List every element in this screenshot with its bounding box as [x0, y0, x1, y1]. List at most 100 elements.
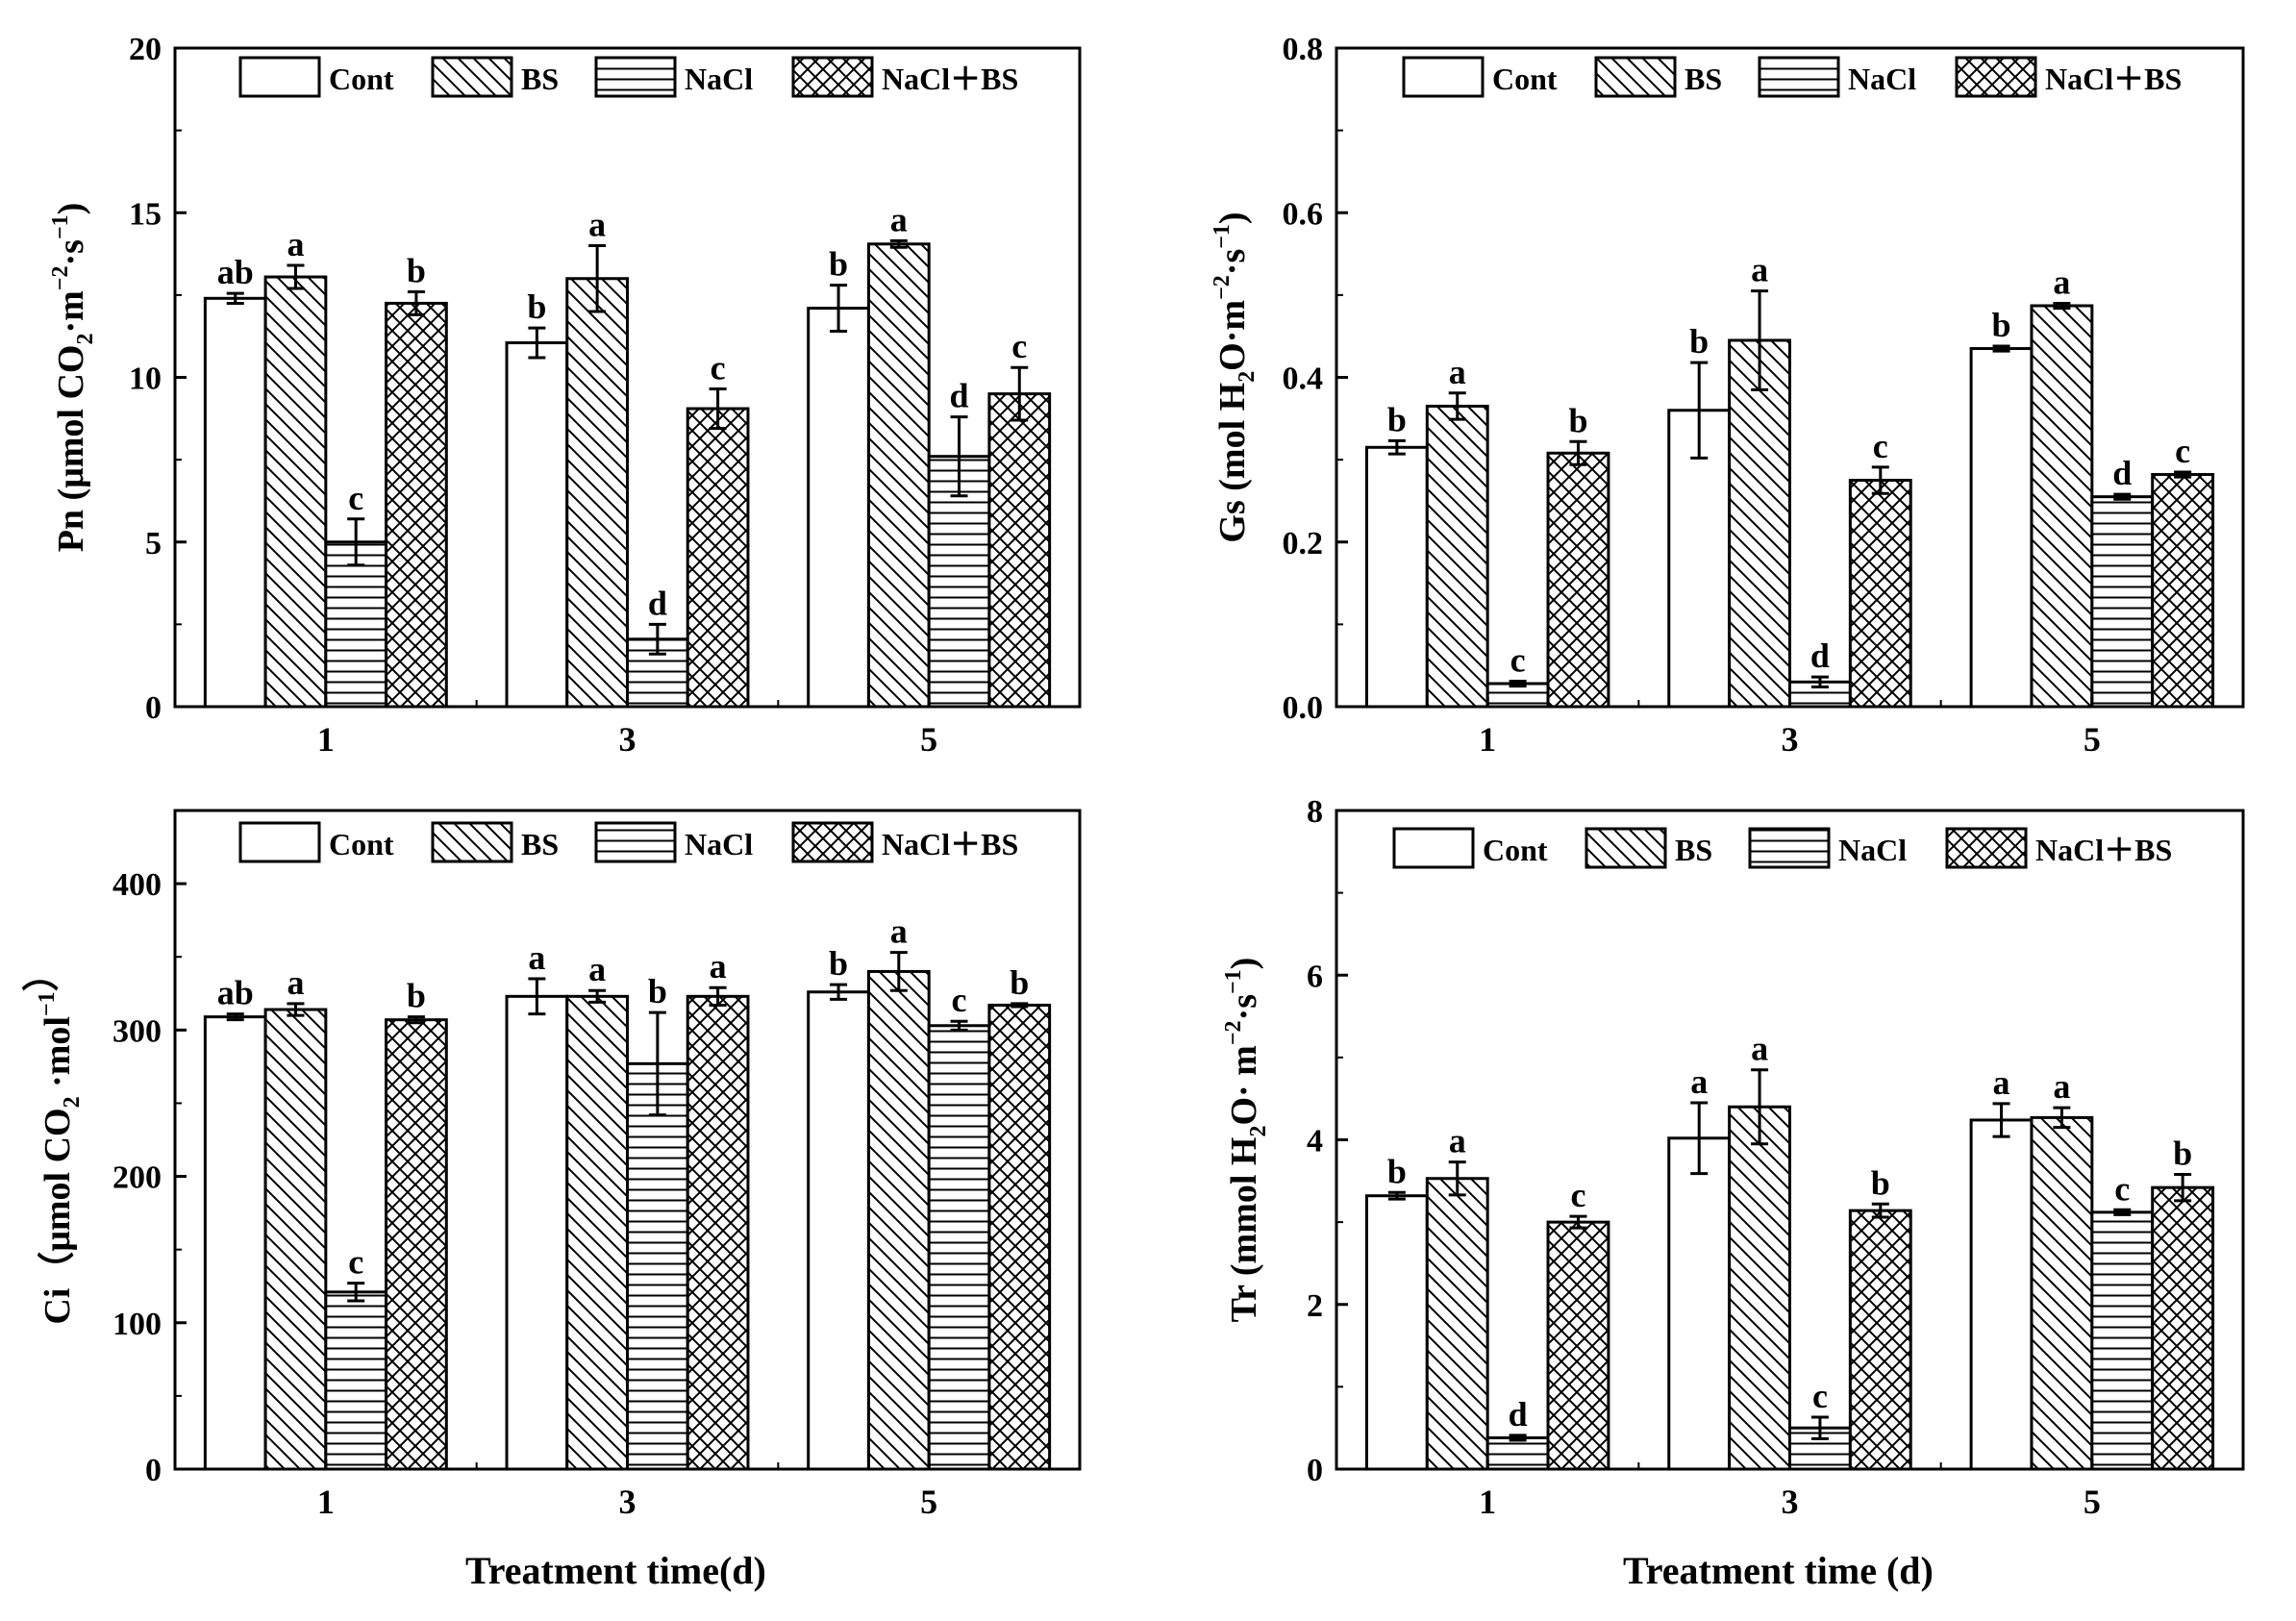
bar-pn-nacl-day1: [324, 540, 388, 709]
legend-label: Cont: [329, 827, 394, 861]
significance-letter: c: [348, 479, 363, 517]
legend-label: Cont: [329, 62, 394, 96]
legend-item: NaCl＋BS: [1955, 56, 2182, 98]
significance-letter: ab: [217, 253, 254, 291]
error-bar-gs-1-2: [2053, 301, 2071, 311]
y-tick-label: 8: [1307, 794, 1323, 830]
legend-item: NaCl: [594, 56, 753, 98]
error-bar-tr-0-2: [1992, 1102, 2010, 1138]
significance-letter: b: [1387, 400, 1407, 438]
legend-label: NaCl: [1848, 62, 1916, 96]
significance-letter: c: [2175, 432, 2190, 470]
legend-swatch: [1402, 56, 1485, 98]
y-tick-label: 5: [145, 526, 162, 561]
legend-swatch: [238, 56, 321, 98]
bar-tr-naclbs-day3: [1848, 1209, 1912, 1471]
x-tick-label: 1: [317, 720, 335, 759]
bar-ci-cont-day1: [203, 1015, 267, 1471]
error-bar-tr-1-2: [2053, 1106, 2071, 1130]
error-bar-gs-0-1: [1690, 361, 1709, 460]
x-tick-label: 1: [1479, 720, 1496, 759]
error-bar-pn-1-2: [889, 238, 908, 249]
bar-ci-nacl-day5: [927, 1024, 991, 1471]
legend-swatch: [791, 56, 874, 98]
error-bar-tr-1-0: [1448, 1160, 1466, 1197]
error-bar-ci-1-0: [287, 1002, 305, 1017]
error-bar-ci-3-1: [709, 985, 727, 1007]
y-axis-title: Tr (mmol H2O· m−2·s−1): [1221, 958, 1271, 1323]
bar-tr-cont-day3: [1667, 1136, 1732, 1471]
legend-swatch: [1594, 56, 1677, 98]
significance-letter: a: [1690, 1062, 1708, 1101]
x-axis-title-left: Treatment time(d): [465, 1549, 766, 1592]
bar-pn-naclbs-day3: [686, 407, 750, 709]
significance-letter: b: [2173, 1134, 2192, 1172]
significance-letter: a: [528, 938, 545, 977]
error-bar-pn-0-0: [226, 291, 244, 305]
significance-letter: a: [287, 963, 304, 1002]
legend-swatch: [791, 821, 874, 863]
significance-letter: a: [1449, 1122, 1466, 1160]
x-tick-label: 3: [619, 720, 636, 759]
legend-swatch: [431, 821, 513, 863]
significance-letter: a: [287, 225, 304, 263]
significance-letter: c: [1812, 1377, 1828, 1415]
bar-gs-naclbs-day3: [1848, 479, 1912, 709]
significance-letter: b: [829, 944, 848, 983]
error-bar-tr-2-0: [1509, 1434, 1527, 1442]
y-tick-label: 2: [1307, 1288, 1323, 1324]
y-axis-title: Pn (μmol CO2·m−2·s−1): [48, 203, 98, 553]
error-bar-ci-2-2: [950, 1019, 968, 1032]
bar-tr-cont-day1: [1364, 1194, 1429, 1471]
legend-item: BS: [1585, 827, 1712, 869]
bar-gs-bs-day3: [1728, 338, 1791, 709]
legend-label: NaCl: [685, 62, 753, 96]
legend-gs: Cont BS NaCl NaCl＋BS: [1402, 56, 2182, 98]
legend-tr: Cont BS NaCl NaCl＋BS: [1392, 827, 2172, 869]
y-tick-label: 4: [1307, 1124, 1323, 1160]
y-tick-label: 0: [145, 690, 162, 726]
bar-ci-nacl-day3: [626, 1061, 689, 1471]
significance-letter: a: [1449, 353, 1466, 391]
error-bar-gs-2-1: [1810, 675, 1829, 688]
legend-label: NaCl＋BS: [882, 827, 1018, 861]
legend-swatch: [431, 56, 513, 98]
y-tick-label: 0: [1307, 1453, 1323, 1488]
y-tick-label: 0.6: [1283, 196, 1324, 232]
error-bar-tr-2-1: [1810, 1415, 1829, 1440]
legend-item: Cont: [1392, 827, 1548, 869]
error-bar-tr-3-2: [2174, 1172, 2192, 1203]
bar-ci-naclbs-day1: [385, 1018, 448, 1471]
bar-tr-nacl-day5: [2090, 1210, 2155, 1471]
y-tick-label: 0.8: [1283, 32, 1324, 67]
bar-pn-bs-day1: [263, 275, 328, 709]
bar-ci-cont-day5: [807, 990, 870, 1471]
error-bar-gs-3-0: [1569, 439, 1587, 466]
bar-tr-naclbs-day1: [1546, 1220, 1610, 1471]
error-bar-tr-0-0: [1387, 1190, 1406, 1201]
legend-item: NaCl: [594, 821, 753, 863]
bar-gs-naclbs-day5: [2151, 473, 2215, 709]
bar-gs-cont-day5: [1969, 347, 2034, 709]
significance-letter: c: [1873, 427, 1888, 465]
significance-letter: d: [950, 377, 969, 415]
bar-pn-bs-day3: [565, 277, 629, 709]
legend-item: NaCl＋BS: [791, 56, 1018, 98]
error-bar-tr-1-1: [1751, 1068, 1769, 1146]
legend-ci: Cont BS NaCl NaCl＋BS: [238, 821, 1018, 863]
bar-tr-cont-day5: [1969, 1118, 2034, 1471]
significance-letter: a: [2053, 1067, 2070, 1106]
legend-item: Cont: [1402, 56, 1558, 98]
bar-pn-cont-day1: [203, 296, 267, 709]
significance-letter: b: [1871, 1163, 1890, 1202]
bar-gs-bs-day5: [2030, 304, 2094, 709]
error-bar-ci-2-1: [648, 1010, 666, 1117]
significance-letter: d: [2112, 454, 2132, 492]
error-bar-tr-0-1: [1690, 1101, 1709, 1176]
significance-letter: a: [2053, 262, 2070, 301]
error-bar-ci-2-0: [347, 1282, 365, 1303]
significance-letter: a: [890, 200, 908, 238]
significance-letter: b: [648, 972, 667, 1010]
error-bar-pn-1-0: [287, 263, 305, 290]
